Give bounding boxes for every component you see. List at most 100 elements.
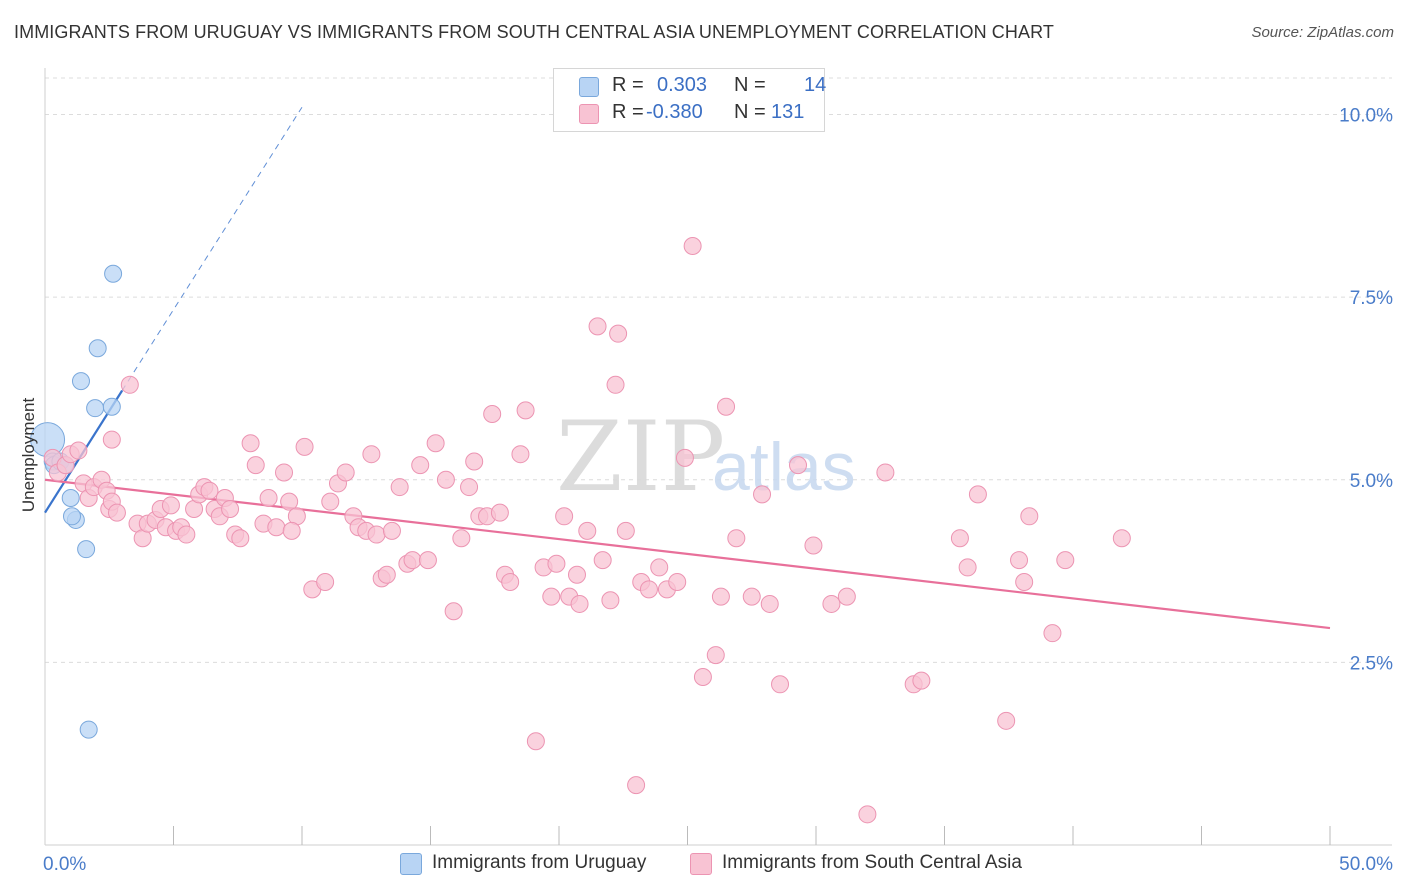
south-central-asia-point <box>403 551 422 570</box>
south-central-asia-point <box>858 805 877 824</box>
south-central-asia-point <box>390 478 409 497</box>
south-central-asia-point <box>675 448 694 467</box>
south-central-asia-point <box>547 554 566 573</box>
uruguay-point <box>77 540 96 559</box>
y-tick-label: 7.5% <box>1350 288 1393 309</box>
south-central-asia-point <box>69 441 88 460</box>
south-central-asia-point <box>760 594 779 613</box>
source-credit: Source: ZipAtlas.com <box>1251 24 1394 41</box>
correlation-legend: R = 0.303 N = 14 R = -0.380 N = 131 <box>553 68 826 132</box>
uruguay-point <box>71 372 90 391</box>
south-central-asia-point <box>968 485 987 504</box>
y-tick-label: 5.0% <box>1350 471 1393 492</box>
legend-r-label: R = <box>612 74 644 96</box>
south-central-asia-point <box>411 456 430 475</box>
south-central-asia-point <box>465 452 484 471</box>
south-central-asia-point <box>650 558 669 577</box>
south-central-asia-point <box>483 405 502 424</box>
uruguay-point <box>102 397 121 416</box>
south-central-asia-point <box>876 463 895 482</box>
south-central-asia-point <box>282 521 301 540</box>
south-central-asia-point <box>362 445 381 464</box>
south-central-asia-point <box>321 492 340 511</box>
south-central-asia-point <box>336 463 355 482</box>
south-central-asia-point <box>200 481 219 500</box>
south-central-asia-point <box>706 646 725 665</box>
y-tick-label: 10.0% <box>1339 106 1393 127</box>
south-central-asia-point <box>452 529 471 548</box>
south-central-asia-point <box>120 375 139 394</box>
south-central-asia-point <box>542 587 561 606</box>
south-central-asia-point <box>822 594 841 613</box>
y-axis-label: Unemployment <box>19 398 38 513</box>
south-central-asia-point <box>460 478 479 497</box>
south-central-asia-trend-line <box>44 478 1331 630</box>
south-central-asia-point <box>516 401 535 420</box>
south-central-asia-point <box>1010 551 1029 570</box>
south-central-asia-point <box>1043 624 1062 643</box>
y-tick-label: 2.5% <box>1350 653 1393 674</box>
south-central-asia-point <box>377 565 396 584</box>
south-central-asia-point <box>280 492 299 511</box>
uruguay-point <box>61 489 80 508</box>
south-central-asia-point <box>102 430 121 449</box>
legend-r-label: R = <box>612 101 644 123</box>
south-central-asia-point <box>616 521 635 540</box>
south-central-asia-point <box>912 671 931 690</box>
south-central-asia-point <box>804 536 823 555</box>
south-central-asia-point <box>231 529 250 548</box>
south-central-asia-point <box>295 437 314 456</box>
legend-n-label: N = <box>734 74 766 96</box>
south-central-asia-point <box>436 470 455 489</box>
south-central-asia-point <box>789 456 808 475</box>
south-central-asia-point <box>588 317 607 336</box>
south-central-asia-point <box>693 667 712 686</box>
south-central-asia-point <box>555 507 574 526</box>
south-central-asia-point <box>1112 529 1131 548</box>
south-central-asia-point <box>177 525 196 544</box>
x-tick-label: 50.0% <box>1339 854 1393 875</box>
south-central-asia-point <box>950 529 969 548</box>
south-central-asia-point <box>742 587 761 606</box>
bottom-legend-label: Immigrants from South Central Asia <box>722 852 1022 873</box>
south-central-asia-point <box>753 485 772 504</box>
bottom-legend-label: Immigrants from Uruguay <box>432 852 647 873</box>
south-central-asia-point <box>107 503 126 522</box>
x-tick-label: 0.0% <box>43 854 86 875</box>
south-central-asia-point <box>161 496 180 515</box>
south-central-asia-point <box>567 565 586 584</box>
south-central-asia-point <box>275 463 294 482</box>
data-points <box>30 237 1131 824</box>
south-central-asia-point <box>490 503 509 522</box>
uruguay-point <box>79 720 98 739</box>
south-central-asia-point <box>526 732 545 751</box>
uruguay-point <box>86 399 105 418</box>
south-central-asia-point <box>627 776 646 795</box>
legend-r-value: -0.380 <box>646 101 703 123</box>
trend-lines <box>44 106 1331 630</box>
legend-n-value: 131 <box>771 101 805 123</box>
chart-title: IMMIGRANTS FROM URUGUAY VS IMMIGRANTS FR… <box>14 22 1054 42</box>
legend-row-south-central-asia: R = -0.380 N = 131 <box>554 100 824 126</box>
south-central-asia-point <box>267 518 286 537</box>
south-central-asia-point <box>727 529 746 548</box>
south-central-asia-point <box>668 573 687 592</box>
south-central-asia-point <box>316 573 335 592</box>
watermark-zip: ZIP <box>556 401 725 513</box>
south-central-asia-point <box>444 602 463 621</box>
south-central-asia-point <box>382 521 401 540</box>
south-central-asia-point <box>609 324 628 343</box>
south-central-asia-point <box>570 594 589 613</box>
watermark: ZIP atlas <box>556 401 856 513</box>
legend-swatch-blue <box>579 77 599 97</box>
south-central-asia-point <box>1015 573 1034 592</box>
south-central-asia-point <box>639 580 658 599</box>
watermark-atlas: atlas <box>712 429 856 505</box>
south-central-asia-point <box>578 521 597 540</box>
south-central-asia-point <box>221 499 240 518</box>
south-central-asia-point <box>241 434 260 453</box>
uruguay-point <box>104 264 123 283</box>
legend-r-value: 0.303 <box>657 74 708 96</box>
tick-labels: 2.5% 5.0% 7.5% 10.0% 0.0% 50.0% <box>43 106 1393 875</box>
south-central-asia-point <box>1020 507 1039 526</box>
